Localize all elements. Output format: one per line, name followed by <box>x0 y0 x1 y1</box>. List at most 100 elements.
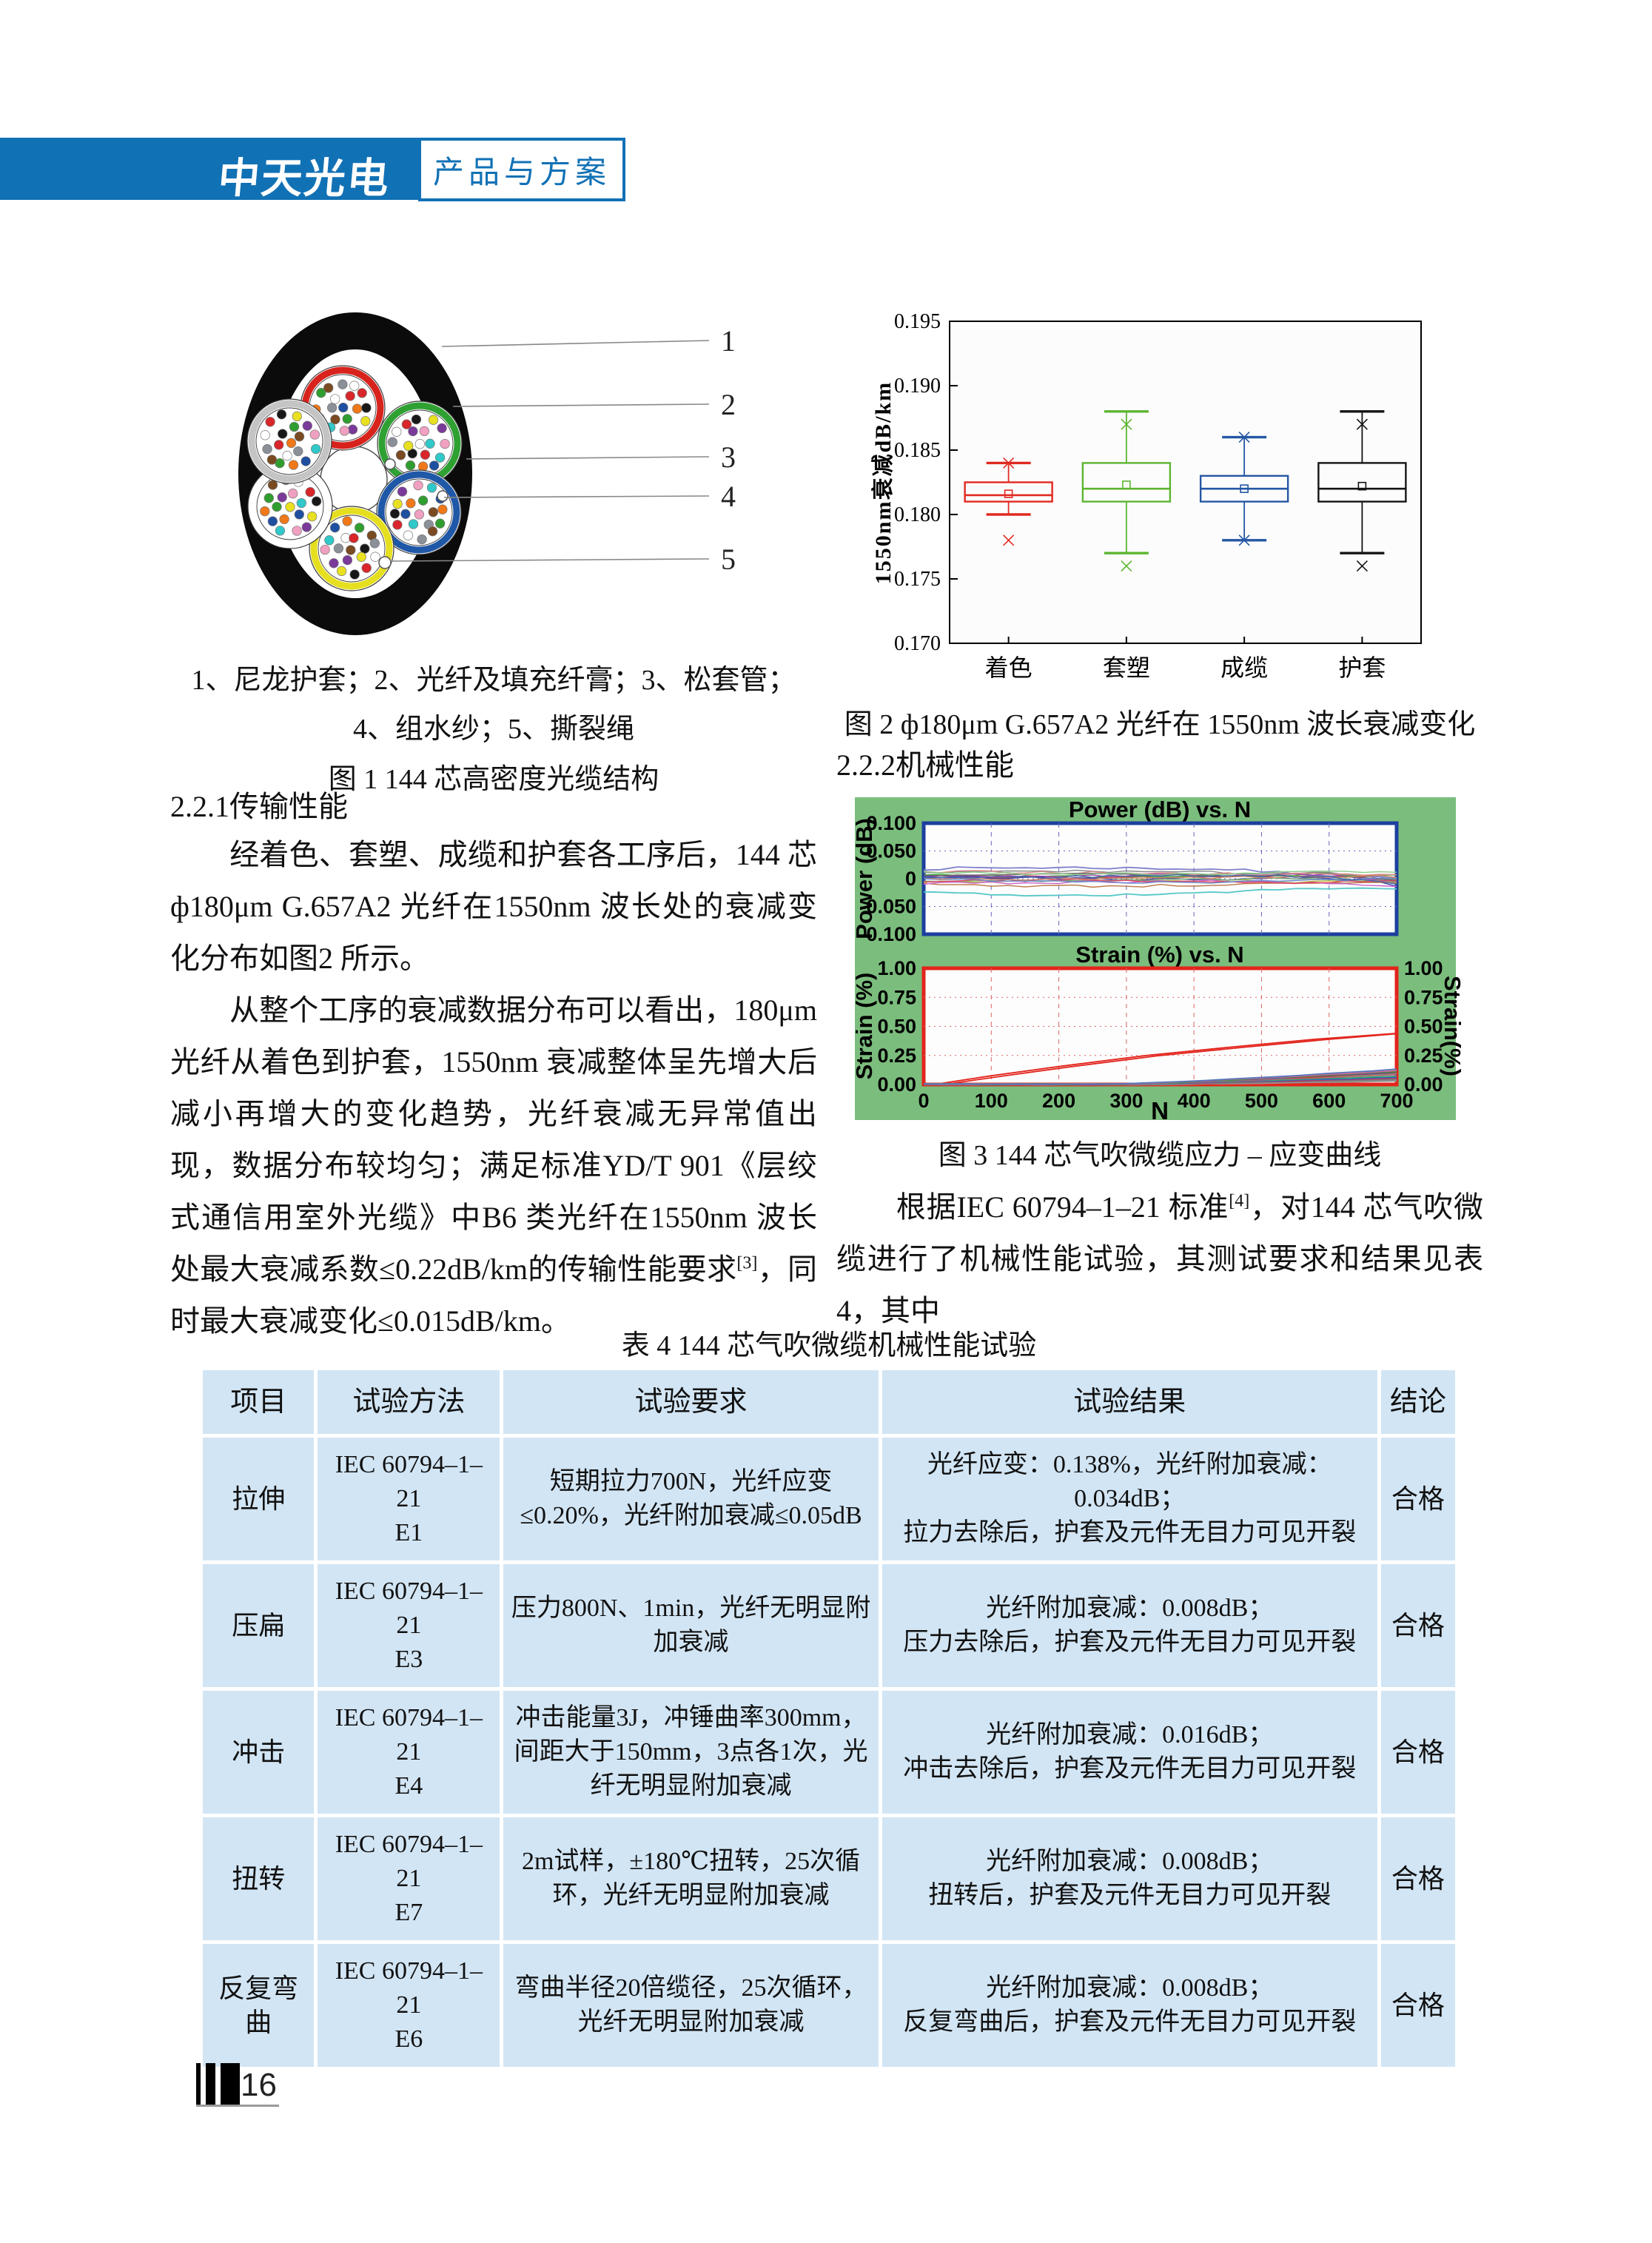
reference-4: [4] <box>1229 1191 1250 1211</box>
figure2-boxplot-chart: 0.195 0.190 0.185 0.180 0.175 0.170 1550nm衰减dB… <box>871 311 1422 681</box>
figure2-caption: 图 2 ф180μm G.657A2 光纤在 1550nm 波长衰减变化 <box>844 709 1476 740</box>
fig2-ytick: 0.170 <box>894 632 941 655</box>
yarn-dot-0 <box>384 458 396 470</box>
para-mechanical-lead: 根据IEC 60794–1–21 标准 <box>896 1190 1229 1224</box>
table-cell: 合格 <box>1380 1564 1455 1687</box>
yarn-dot-2 <box>378 556 392 569</box>
fig3-power-ytick: 0 <box>905 868 916 890</box>
para-transmission-2: 从整个工序的衰减数据分布可以看出，180μm 光纤从着色到护套，1550nm 衰… <box>170 985 817 1347</box>
section-2-2-1: 2.2.1传输性能 经着色、套塑、成缆和护套各工序后，144 芯ф180μm G… <box>170 789 817 1347</box>
table-cell: 光纤附加衰减：0.008dB； 扭转后，护套及元件无目力可见开裂 <box>882 1817 1377 1940</box>
table-row: 反复弯曲 IEC 60794–1–21 E6 弯曲半径20倍缆径，25次循环，光纤无明… <box>203 1944 1455 2067</box>
method-standard: IEC 60794–1–21 <box>335 1831 483 1892</box>
fig3-xtick: 600 <box>1312 1090 1346 1112</box>
callout-number-5: 5 <box>721 543 736 576</box>
page-number: 16 <box>241 2067 277 2103</box>
fig3-strain-ytick-left: 1.00 <box>877 957 916 979</box>
table-cell: 光纤附加衰减：0.016dB； 冲击去除后，护套及元件无目力可见开裂 <box>882 1691 1377 1814</box>
strain-power-panels: Power (dB) vs. N 0.100 0.050 0 -0.050 -0.100P… <box>851 797 1462 1124</box>
table-cell: 光纤应变：0.138%，光纤附加衰减：0.034dB； 拉力去除后，护套及元件无目… <box>882 1438 1377 1560</box>
section-2-2-1-heading: 2.2.1传输性能 <box>170 790 348 823</box>
fig3-power-ytick: 0.100 <box>866 812 916 834</box>
table-cell: 2m试样，±180℃扭转，25次循环，光纤无明显附加衰减 <box>503 1817 879 1940</box>
table-cell: 合格 <box>1380 1817 1455 1940</box>
table-row: 压扁 IEC 60794–1–21 E3 压力800N、1min，光纤无明显附加衰减光… <box>203 1564 1455 1687</box>
table-cell: 光纤附加衰减：0.008dB； 压力去除后，护套及元件无目力可见开裂 <box>882 1564 1377 1687</box>
result-line1: 光纤应变：0.138%，光纤附加衰减：0.034dB； <box>927 1451 1332 1512</box>
table-cell: 冲击能量3J，冲锤曲率300mm，间距大于150mm，3点各1次，光纤无明显附加… <box>503 1691 879 1814</box>
callout-line-5 <box>389 558 710 562</box>
method-standard: IEC 60794–1–21 <box>335 1704 483 1766</box>
result-line2: 拉力去除后，护套及元件无目力可见开裂 <box>903 1519 1357 1546</box>
fig2-category-着色: 着色 <box>985 654 1032 681</box>
column-badge-label: 产品与方案 <box>432 154 611 190</box>
para-transmission-2-text: 从整个工序的衰减数据分布可以看出，180μm 光纤从着色到护套，1550nm 衰… <box>170 993 817 1286</box>
mech-table-header-3: 试验结果 <box>882 1370 1377 1434</box>
mech-table-header-row: 项目 试验方法 试验要求 试验结果 结论 <box>203 1370 1455 1434</box>
fig3-xtick: 200 <box>1042 1090 1075 1112</box>
table-cell: 弯曲半径20倍缆径，25次循环，光纤无明显附加衰减 <box>503 1944 879 2067</box>
fig3-xtick: 0 <box>918 1090 929 1112</box>
fig2-ytick: 0.175 <box>894 568 941 591</box>
box-着色 <box>964 457 1053 546</box>
fig3-xtick: 300 <box>1109 1090 1143 1112</box>
mech-table-body: 拉伸 IEC 60794–1–21 E1 短期拉力700N，光纤应变≤0.20%，光纤… <box>203 1438 1455 2067</box>
table-cell: 合格 <box>1380 1691 1455 1814</box>
result-line2: 压力去除后，护套及元件无目力可见开裂 <box>903 1629 1357 1656</box>
para-mechanical-tail: ，对144 芯气吹微缆进行了机械性能试验，其测试要求和结果见表4，其中 <box>836 1190 1484 1327</box>
table-cell: 光纤附加衰减：0.008dB； 反复弯曲后，护套及元件无目力可见开裂 <box>882 1944 1377 2067</box>
loose-tube-1 <box>377 400 463 486</box>
table-row: 扭转 IEC 60794–1–21 E7 2m试样，±180℃扭转，25次循环，光纤无… <box>203 1817 1455 1940</box>
fig3-strain-ytick-left: 0.75 <box>877 986 916 1008</box>
fig3-xtick: 500 <box>1245 1090 1278 1112</box>
fig3-strain-main-line <box>944 1033 1397 1085</box>
fig2-ylabel: 1550nm衰减dB/km <box>871 381 896 584</box>
fig3-strain-title: Strain (%) vs. N <box>1075 942 1243 968</box>
method-code: E7 <box>394 1899 423 1926</box>
mech-table-header-0: 项目 <box>203 1370 315 1434</box>
footer-rule <box>196 2105 279 2107</box>
fig3-power-line <box>923 871 1397 876</box>
fig3-power-ylabel: Power (dB) <box>851 818 877 939</box>
fig3-strain-ylabel-left: Strain (%) <box>851 973 877 1080</box>
callout-line-1 <box>441 340 710 347</box>
fig3-strain-ytick-left: 0.00 <box>877 1073 916 1096</box>
table-cell: 合格 <box>1380 1438 1455 1560</box>
yarn-dot-1 <box>437 490 449 502</box>
table-cell: 拉伸 <box>203 1438 315 1560</box>
para-transmission-2-tail: ，同时最大衰减变化≤0.015dB/km。 <box>170 1253 818 1338</box>
fig3-power-line <box>923 872 1397 882</box>
para-mechanical: 根据IEC 60794–1–21 标准[4]，对144 芯气吹微缆进行了机械性能… <box>836 1181 1483 1337</box>
para-mechanical-text: 根据IEC 60794–1–21 标准[4]，对144 芯气吹微缆进行了机械性能… <box>836 1181 1483 1337</box>
table-cell: 压力800N、1min，光纤无明显附加衰减 <box>503 1564 879 1687</box>
table-cell: IEC 60794–1–21 E4 <box>318 1691 500 1814</box>
loose-tube-3 <box>309 506 394 591</box>
method-code: E1 <box>394 1519 423 1546</box>
callout-number-3: 3 <box>721 440 736 474</box>
column-badge: 产品与方案 <box>418 138 625 201</box>
mech-table-header-4: 结论 <box>1380 1370 1455 1434</box>
fig3-power-line <box>923 874 1397 885</box>
fig3-power-line <box>923 887 1397 897</box>
fig3-power-line <box>923 866 1397 880</box>
fig2-category-成缆: 成缆 <box>1220 654 1268 681</box>
fig3-strain-ytick-right: 0.75 <box>1404 986 1443 1008</box>
table-cell: IEC 60794–1–21 E7 <box>318 1817 500 1940</box>
table-row: 拉伸 IEC 60794–1–21 E1 短期拉力700N，光纤应变≤0.20%，光纤… <box>203 1438 1455 1560</box>
table-cell: IEC 60794–1–21 E6 <box>318 1944 500 2067</box>
table-cell: 压扁 <box>203 1564 315 1687</box>
table-cell: 反复弯曲 <box>203 1944 315 2067</box>
callout-number-4: 4 <box>721 480 736 513</box>
fig3-strain-main-line <box>933 1033 1397 1085</box>
fig3-strain-ytick-right: 1.00 <box>1404 957 1443 979</box>
loose-tube-2 <box>376 469 462 555</box>
result-line2: 冲击去除后，护套及元件无目力可见开裂 <box>903 1755 1357 1783</box>
result-line1: 光纤附加衰减：0.008dB； <box>986 1848 1274 1875</box>
fig3-xtick: 100 <box>975 1090 1008 1112</box>
fig3-strain-bundle-line <box>923 1068 1397 1085</box>
method-standard: IEC 60794–1–21 <box>335 1578 483 1639</box>
fig3-xtick: 700 <box>1380 1090 1413 1112</box>
fig3-power-line <box>923 869 1397 880</box>
fig2-ytick: 0.180 <box>894 503 941 526</box>
